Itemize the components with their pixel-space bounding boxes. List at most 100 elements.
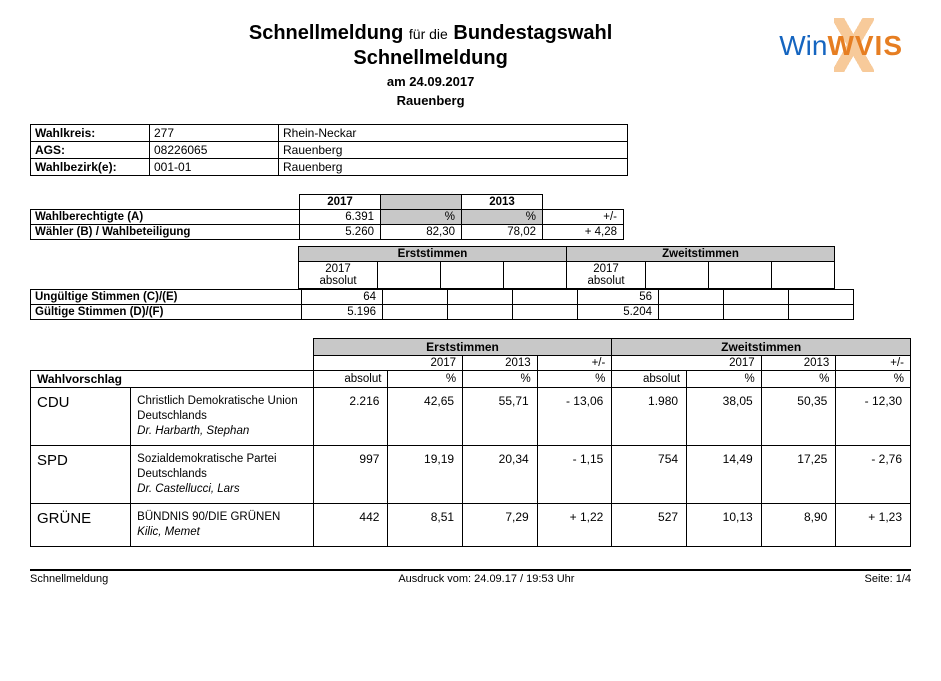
z-p13: 17,25 bbox=[761, 445, 836, 503]
z-abs: 527 bbox=[612, 503, 687, 546]
meta-label: AGS: bbox=[31, 142, 150, 159]
e-pm: + 1,22 bbox=[537, 503, 612, 546]
res-pm: +/- bbox=[537, 356, 612, 371]
z-p17: 38,05 bbox=[687, 388, 762, 446]
res-pct: % bbox=[836, 371, 911, 388]
e-inv: 64 bbox=[302, 290, 383, 305]
z-p13: 8,90 bbox=[761, 503, 836, 546]
logo-part1: Win bbox=[779, 30, 827, 61]
party-abbr: CDU bbox=[31, 388, 131, 446]
z-pm: - 12,30 bbox=[836, 388, 911, 446]
meta-code: 001-01 bbox=[150, 159, 279, 176]
title-word2: für die bbox=[409, 26, 448, 42]
party-abbr: GRÜNE bbox=[31, 503, 131, 546]
e-abs: 2.216 bbox=[313, 388, 388, 446]
stats-year2: 2013 bbox=[462, 195, 543, 210]
stats-rowB-val: 5.260 bbox=[300, 225, 381, 240]
meta-code: 277 bbox=[150, 125, 279, 142]
res-y17: 2017 bbox=[612, 356, 761, 371]
e-val: 5.196 bbox=[302, 305, 383, 320]
party-desc: Sozialdemokratische Partei DeutschlandsD… bbox=[131, 445, 314, 503]
header: Schnellmeldung für die Bundestagswahl Sc… bbox=[30, 20, 911, 118]
footer-center: Ausdruck vom: 24.09.17 / 19:53 Uhr bbox=[398, 573, 574, 585]
res-zweit-hdr: Zweitstimmen bbox=[612, 339, 911, 356]
title-line2: Schnellmeldung bbox=[90, 47, 771, 70]
z-p17: 14,49 bbox=[687, 445, 762, 503]
zweit-header: Zweitstimmen bbox=[567, 247, 835, 262]
sub-year: 2017absolut bbox=[299, 262, 378, 289]
res-pct: % bbox=[761, 371, 836, 388]
meta-label: Wahlbezirk(e): bbox=[31, 159, 150, 176]
erst-header: Erststimmen bbox=[299, 247, 567, 262]
party-row: SPDSozialdemokratische Partei Deutschlan… bbox=[31, 445, 911, 503]
res-y13: 2013 bbox=[463, 356, 538, 371]
res-rowhead: Wahlvorschlag bbox=[31, 371, 314, 388]
z-p17: 10,13 bbox=[687, 503, 762, 546]
meta-name: Rauenberg bbox=[279, 159, 628, 176]
footer-right: Seite: 1/4 bbox=[865, 573, 911, 585]
title-word3: Bundestagswahl bbox=[453, 22, 612, 44]
res-pm: +/- bbox=[836, 356, 911, 371]
meta-table: Wahlkreis: 277 Rhein-Neckar AGS: 0822606… bbox=[30, 124, 628, 176]
stats-pm: +/- bbox=[543, 210, 624, 225]
stats-year1: 2017 bbox=[300, 195, 381, 210]
z-inv: 56 bbox=[578, 290, 659, 305]
stats-rowB-label: Wähler (B) / Wahlbeteiligung bbox=[31, 225, 300, 240]
z-abs: 1.980 bbox=[612, 388, 687, 446]
meta-label: Wahlkreis: bbox=[31, 125, 150, 142]
e-p17: 42,65 bbox=[388, 388, 463, 446]
party-desc: BÜNDNIS 90/DIE GRÜNENKilic, Memet bbox=[131, 503, 314, 546]
meta-row: Wahlkreis: 277 Rhein-Neckar bbox=[31, 125, 628, 142]
res-pct: % bbox=[687, 371, 762, 388]
stats-pct: % bbox=[462, 210, 543, 225]
title-line1: Schnellmeldung für die Bundestagswahl bbox=[90, 22, 771, 45]
stats-pct: % bbox=[381, 210, 462, 225]
res-y13: 2013 bbox=[761, 356, 836, 371]
sub-year: 2017absolut bbox=[567, 262, 646, 289]
e-p13: 55,71 bbox=[463, 388, 538, 446]
res-pct: % bbox=[463, 371, 538, 388]
e-pm: - 13,06 bbox=[537, 388, 612, 446]
logo-part2: WVIS bbox=[827, 30, 903, 61]
res-erst-hdr: Erststimmen bbox=[313, 339, 612, 356]
res-pct: % bbox=[388, 371, 463, 388]
meta-name: Rauenberg bbox=[279, 142, 628, 159]
stats-table: 2017 2013 Wahlberechtigte (A) 6.391 % % … bbox=[30, 194, 624, 240]
stats-rowB-pm: + 4,28 bbox=[543, 225, 624, 240]
date-value: 24.09.2017 bbox=[409, 74, 474, 89]
stats-rowA-label: Wahlberechtigte (A) bbox=[31, 210, 300, 225]
meta-row: AGS: 08226065 Rauenberg bbox=[31, 142, 628, 159]
z-p13: 50,35 bbox=[761, 388, 836, 446]
e-pm: - 1,15 bbox=[537, 445, 612, 503]
z-pm: + 1,23 bbox=[836, 503, 911, 546]
title-block: Schnellmeldung für die Bundestagswahl Sc… bbox=[90, 20, 771, 118]
party-row: GRÜNEBÜNDNIS 90/DIE GRÜNENKilic, Memet44… bbox=[31, 503, 911, 546]
title-word1: Schnellmeldung bbox=[249, 22, 403, 44]
res-abs: absolut bbox=[612, 371, 687, 388]
meta-name: Rhein-Neckar bbox=[279, 125, 628, 142]
e-p17: 19,19 bbox=[388, 445, 463, 503]
res-y17: 2017 bbox=[313, 356, 462, 371]
party-row: CDUChristlich Demokratische Union Deutsc… bbox=[31, 388, 911, 446]
party-abbr: SPD bbox=[31, 445, 131, 503]
row-valid: Gültige Stimmen (D)/(F) bbox=[31, 305, 302, 320]
row-invalid: Ungültige Stimmen (C)/(E) bbox=[31, 290, 302, 305]
party-desc: Christlich Demokratische Union Deutschla… bbox=[131, 388, 314, 446]
stats-rowB-p17: 82,30 bbox=[381, 225, 462, 240]
title-date: am 24.09.2017 bbox=[90, 74, 771, 89]
logo: WinWVIS bbox=[771, 20, 911, 72]
meta-row: Wahlbezirk(e): 001-01 Rauenberg bbox=[31, 159, 628, 176]
z-pm: - 2,76 bbox=[836, 445, 911, 503]
e-p13: 20,34 bbox=[463, 445, 538, 503]
title-location: Rauenberg bbox=[90, 93, 771, 108]
date-prefix: am bbox=[387, 74, 406, 89]
votesplit-table: Erststimmen Zweitstimmen 2017absolut 201… bbox=[30, 246, 835, 289]
results-table: Erststimmen Zweitstimmen 2017 2013 +/- 2… bbox=[30, 338, 911, 547]
footer: Schnellmeldung Ausdruck vom: 24.09.17 / … bbox=[30, 569, 911, 585]
z-abs: 754 bbox=[612, 445, 687, 503]
z-val: 5.204 bbox=[578, 305, 659, 320]
meta-code: 08226065 bbox=[150, 142, 279, 159]
footer-left: Schnellmeldung bbox=[30, 573, 108, 585]
res-abs: absolut bbox=[313, 371, 388, 388]
votesplit-body: Ungültige Stimmen (C)/(E) 64 56 Gültige … bbox=[30, 289, 854, 320]
